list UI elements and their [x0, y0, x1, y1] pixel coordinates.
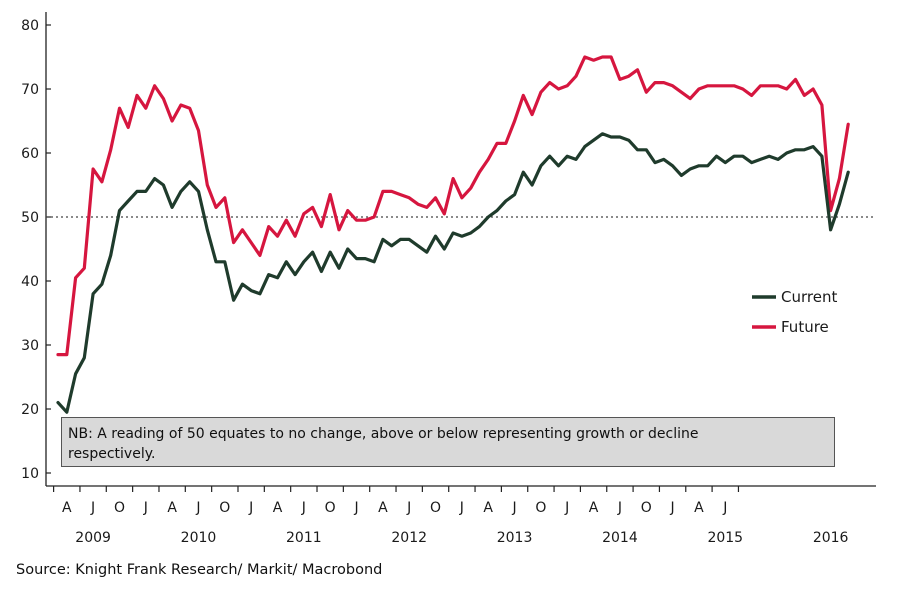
y-tick-label: 80	[21, 18, 39, 34]
y-tick-label: 70	[21, 82, 39, 98]
y-tick-label: 10	[21, 466, 39, 482]
x-year-label: 2009	[75, 530, 111, 546]
x-tick-label: J	[406, 500, 411, 516]
y-tick-label: 30	[21, 338, 39, 354]
x-tick-label: O	[219, 500, 230, 516]
y-tick-label: 20	[21, 402, 39, 418]
x-tick-label: A	[589, 500, 599, 516]
x-tick-label: J	[564, 500, 569, 516]
x-tick-label: O	[641, 500, 652, 516]
x-tick-label: J	[722, 500, 727, 516]
x-tick-label: A	[62, 500, 72, 516]
x-year-label: 2016	[813, 530, 849, 546]
x-tick-label: J	[248, 500, 253, 516]
x-year-label: 2010	[181, 530, 217, 546]
x-tick-label: A	[273, 500, 283, 516]
legend: Current Future	[752, 288, 837, 336]
y-tick-label: 50	[21, 210, 39, 226]
x-tick-label: J	[617, 500, 622, 516]
source-caption: Source: Knight Frank Research/ Markit/ M…	[16, 562, 383, 578]
x-tick-label: J	[90, 500, 95, 516]
x-year-label: 2013	[497, 530, 533, 546]
x-tick-label: J	[511, 500, 516, 516]
x-year-label: 2011	[286, 530, 322, 546]
note-line-1: NB: A reading of 50 equates to no change…	[68, 426, 699, 442]
x-tick-label: A	[694, 500, 704, 516]
axes: 10 20 30 40 50 60 70 80 A J O J A J O J A J O J A J O J A J O J A J O J…	[21, 12, 876, 546]
note-box: NB: A reading of 50 equates to no change…	[61, 417, 835, 467]
x-year-label: 2012	[391, 530, 427, 546]
legend-label-current: Current	[781, 288, 837, 306]
y-tick-label: 40	[21, 274, 39, 290]
x-tick-label: J	[301, 500, 306, 516]
series-lines	[56, 55, 850, 414]
x-tick-label: J	[353, 500, 358, 516]
legend-label-future: Future	[781, 318, 829, 336]
x-tick-label: J	[195, 500, 200, 516]
series-line-current	[56, 132, 850, 414]
x-tick-label: O	[430, 500, 441, 516]
x-tick-label: O	[535, 500, 546, 516]
x-tick-label: J	[143, 500, 148, 516]
x-tick-label: J	[459, 500, 464, 516]
y-tick-label: 60	[21, 146, 39, 162]
x-tick-label: J	[670, 500, 675, 516]
x-year-label: 2015	[707, 530, 743, 546]
note-line-2: respectively.	[68, 446, 156, 462]
x-year-label: 2014	[602, 530, 638, 546]
x-tick-label: O	[114, 500, 125, 516]
series-line-future	[56, 55, 850, 357]
x-tick-label: A	[483, 500, 493, 516]
x-tick-label: O	[325, 500, 336, 516]
x-tick-label: A	[378, 500, 388, 516]
x-tick-label: A	[167, 500, 177, 516]
